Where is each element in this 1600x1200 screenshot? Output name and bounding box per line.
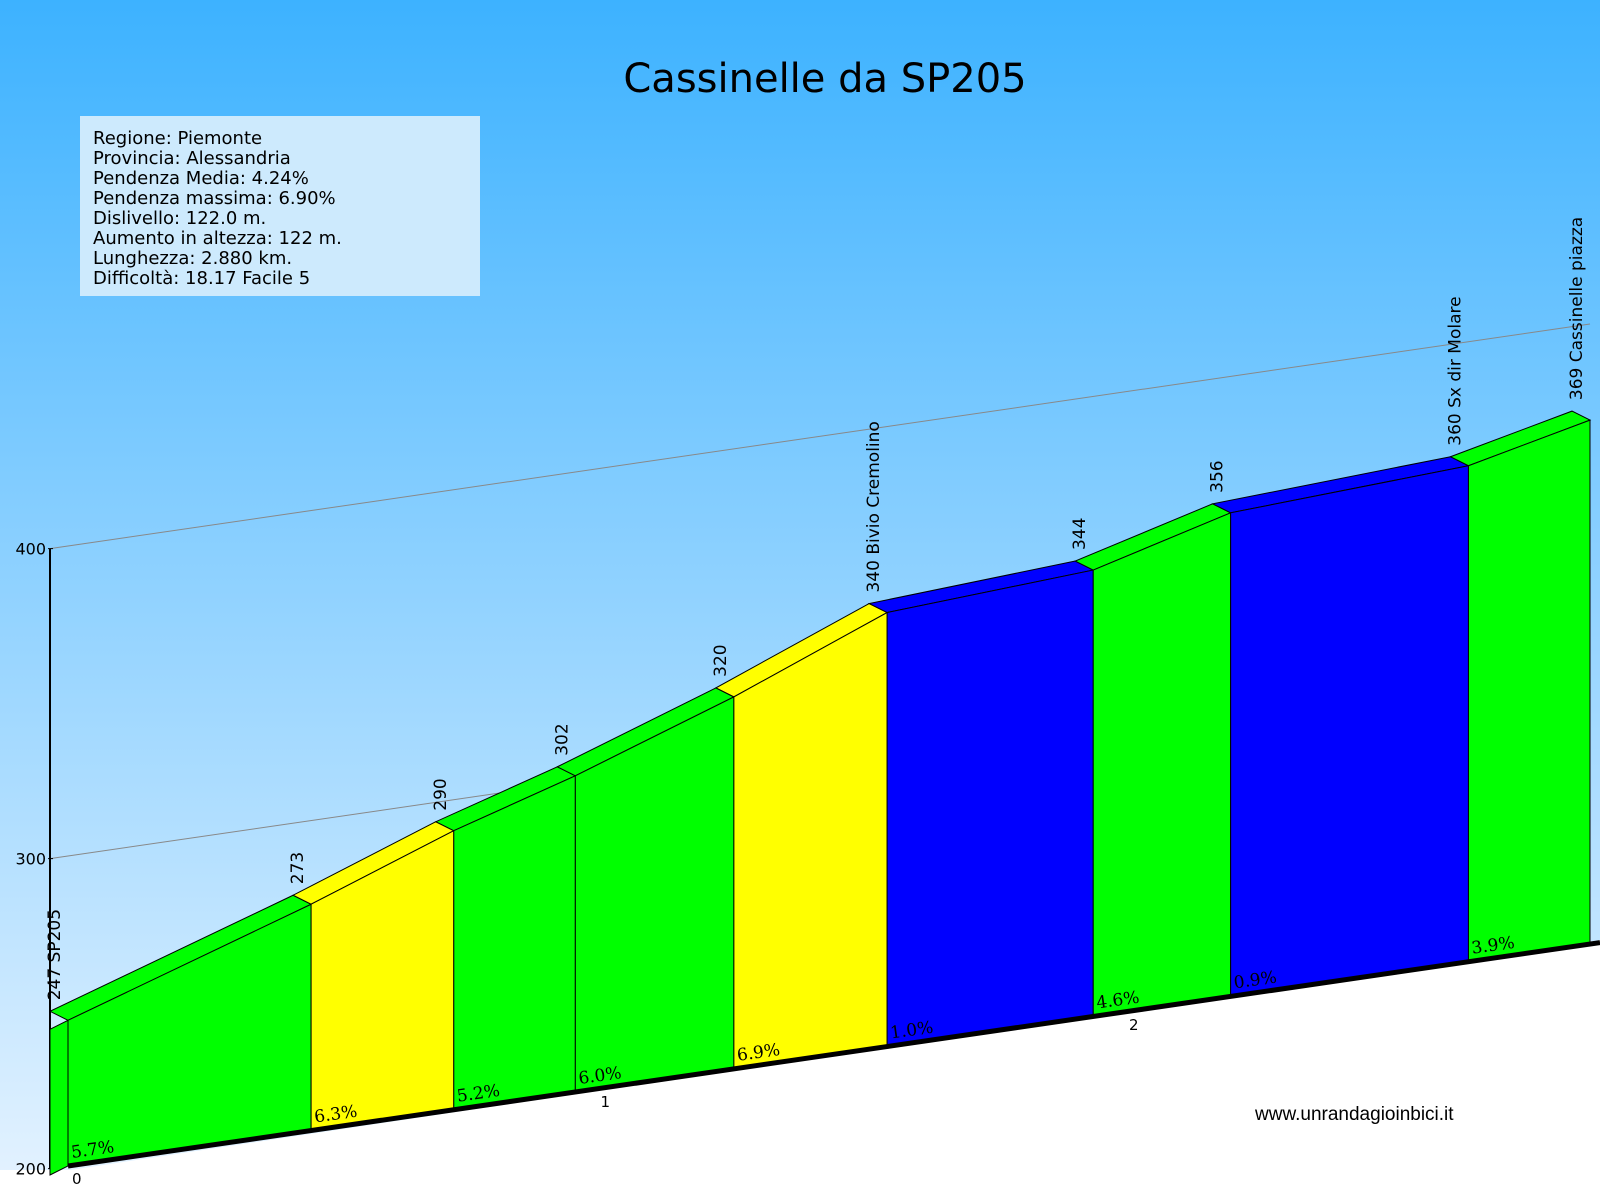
segment-bar xyxy=(886,569,1094,1048)
ground-plane xyxy=(0,940,1600,1200)
y-tick-label: 200 xyxy=(15,1160,46,1179)
point-label: 247 SP205 xyxy=(45,909,65,1000)
point-label: 340 Bivio Cremolino xyxy=(864,421,884,592)
chart-title: Cassinelle da SP205 xyxy=(623,56,1026,102)
info-max-grade: Pendenza massima: 6.90% xyxy=(93,188,336,209)
x-tick-label: 2 xyxy=(1129,1016,1139,1034)
point-label: 320 xyxy=(711,644,731,676)
segment-bar xyxy=(1230,465,1469,997)
point-label: 356 xyxy=(1208,460,1228,492)
info-elevation-diff: Dislivello: 122.0 m. xyxy=(93,208,266,229)
website-credit: www.unrandagioinbici.it xyxy=(1254,1104,1454,1125)
info-difficulty: Difficoltà: 18.17 Facile 5 xyxy=(93,268,310,289)
info-height-gain: Aumento in altezza: 122 m. xyxy=(93,228,342,249)
point-label: 344 xyxy=(1070,518,1090,550)
point-label: 273 xyxy=(288,852,308,884)
segment-bar xyxy=(1467,419,1591,963)
segment-side-face xyxy=(49,1019,69,1176)
info-region: Regione: Piemonte xyxy=(93,128,262,149)
y-tick-label: 300 xyxy=(15,850,46,869)
info-length: Lunghezza: 2.880 km. xyxy=(93,248,292,269)
info-box: Regione: Piemonte Provincia: Alessandria… xyxy=(80,116,480,296)
y-tick-label: 400 xyxy=(15,540,46,559)
grid-line-400 xyxy=(49,323,1591,550)
x-tick-label: 1 xyxy=(600,1093,610,1111)
segment-bar xyxy=(1092,512,1232,1018)
segment-bar xyxy=(453,775,576,1111)
ground-line xyxy=(67,940,1600,1169)
point-label: 360 Sx dir Molare xyxy=(1445,296,1465,445)
x-tick-label: 0 xyxy=(72,1170,82,1188)
point-label: 369 Cassinelle piazza xyxy=(1567,217,1587,400)
info-province: Provincia: Alessandria xyxy=(93,148,291,169)
point-label: 290 xyxy=(431,778,451,810)
point-label: 302 xyxy=(552,723,572,755)
info-avg-grade: Pendenza Media: 4.24% xyxy=(93,168,309,189)
